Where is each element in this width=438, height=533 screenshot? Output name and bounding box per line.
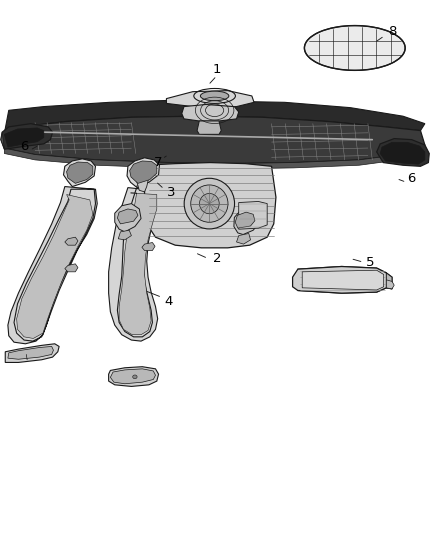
Text: 4: 4	[164, 295, 173, 308]
Text: 2: 2	[212, 252, 221, 265]
Polygon shape	[386, 273, 392, 289]
Polygon shape	[4, 116, 425, 164]
Polygon shape	[166, 91, 254, 107]
Text: 1: 1	[212, 63, 221, 76]
Polygon shape	[377, 139, 429, 166]
Polygon shape	[118, 230, 131, 240]
Polygon shape	[67, 162, 93, 183]
Polygon shape	[65, 237, 78, 245]
Text: 6: 6	[407, 172, 416, 185]
Polygon shape	[142, 243, 155, 251]
Polygon shape	[298, 266, 386, 293]
Polygon shape	[182, 104, 239, 121]
Text: 5: 5	[366, 256, 374, 269]
Polygon shape	[1, 132, 4, 149]
Text: 6: 6	[20, 140, 28, 153]
Polygon shape	[386, 280, 394, 289]
Ellipse shape	[184, 178, 235, 229]
Polygon shape	[197, 121, 221, 134]
Polygon shape	[302, 270, 384, 290]
Polygon shape	[8, 346, 53, 359]
Polygon shape	[5, 344, 59, 362]
Polygon shape	[1, 124, 53, 149]
Polygon shape	[17, 195, 93, 338]
Polygon shape	[109, 188, 159, 341]
Polygon shape	[237, 233, 251, 244]
Text: 8: 8	[388, 26, 396, 38]
Polygon shape	[4, 145, 425, 169]
Ellipse shape	[200, 91, 229, 101]
Text: 3: 3	[166, 187, 175, 199]
Polygon shape	[64, 159, 95, 187]
Polygon shape	[4, 100, 425, 133]
Text: 7: 7	[153, 156, 162, 169]
Polygon shape	[380, 142, 425, 164]
Polygon shape	[239, 201, 267, 229]
Polygon shape	[130, 161, 157, 183]
Polygon shape	[119, 193, 157, 335]
Polygon shape	[117, 209, 138, 224]
Polygon shape	[293, 266, 392, 293]
Ellipse shape	[191, 185, 228, 222]
Polygon shape	[65, 264, 78, 272]
Polygon shape	[8, 187, 97, 344]
Polygon shape	[109, 367, 159, 386]
Polygon shape	[304, 26, 405, 70]
Ellipse shape	[200, 193, 219, 214]
Polygon shape	[137, 166, 149, 192]
Polygon shape	[234, 208, 259, 235]
Polygon shape	[127, 158, 159, 187]
Polygon shape	[110, 369, 155, 384]
Polygon shape	[145, 163, 276, 248]
Polygon shape	[235, 212, 255, 228]
Polygon shape	[115, 204, 141, 232]
Polygon shape	[4, 128, 44, 147]
Ellipse shape	[133, 375, 137, 378]
